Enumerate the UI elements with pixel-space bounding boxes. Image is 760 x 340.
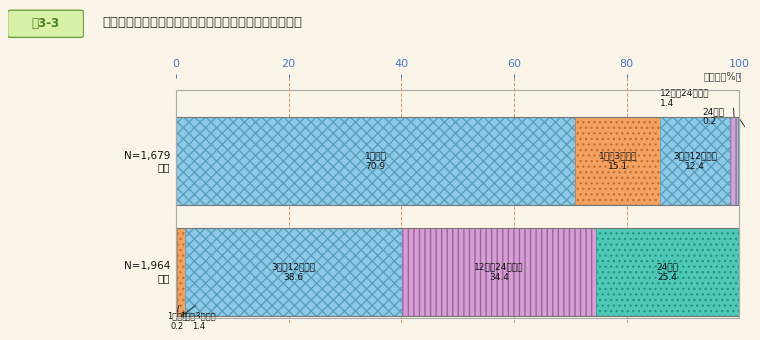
Bar <box>185 228 402 316</box>
Bar <box>177 228 185 316</box>
Bar <box>176 90 739 318</box>
Text: （単位：%）: （単位：%） <box>704 72 742 82</box>
Text: 12月超24月以下
34.4: 12月超24月以下 34.4 <box>474 262 524 282</box>
Bar <box>176 117 739 205</box>
Bar <box>596 228 739 316</box>
FancyBboxPatch shape <box>8 10 84 37</box>
Bar <box>660 117 730 205</box>
Text: 1月超3月以下
15.1: 1月超3月以下 15.1 <box>599 152 637 171</box>
Text: 12月超24月以下
1.4: 12月超24月以下 1.4 <box>660 89 710 108</box>
Text: 1月超3月以下
1.4: 1月超3月以下 1.4 <box>181 311 216 331</box>
Bar <box>176 117 575 205</box>
Text: 24月超
0.2: 24月超 0.2 <box>702 107 724 126</box>
Bar <box>575 117 660 205</box>
Text: 3月超12月以下
12.4: 3月超12月以下 12.4 <box>673 152 717 171</box>
Text: 一般職国家公務員の育児休業期間の状況（令和元年度）: 一般職国家公務員の育児休業期間の状況（令和元年度） <box>103 16 302 29</box>
Bar <box>738 117 739 205</box>
Text: 1月以下
0.2: 1月以下 0.2 <box>167 311 187 331</box>
Text: N=1,679
男性: N=1,679 男性 <box>124 151 170 172</box>
Text: 3月超12月以下
38.6: 3月超12月以下 38.6 <box>271 262 315 282</box>
Bar <box>730 117 738 205</box>
Bar <box>402 228 596 316</box>
Text: 図3-3: 図3-3 <box>31 17 60 30</box>
Bar <box>176 228 739 316</box>
Bar <box>176 228 177 316</box>
Text: N=1,964
女性: N=1,964 女性 <box>124 261 170 283</box>
Text: 24月超
25.4: 24月超 25.4 <box>657 262 679 282</box>
Text: 1月以下
70.9: 1月以下 70.9 <box>365 152 387 171</box>
